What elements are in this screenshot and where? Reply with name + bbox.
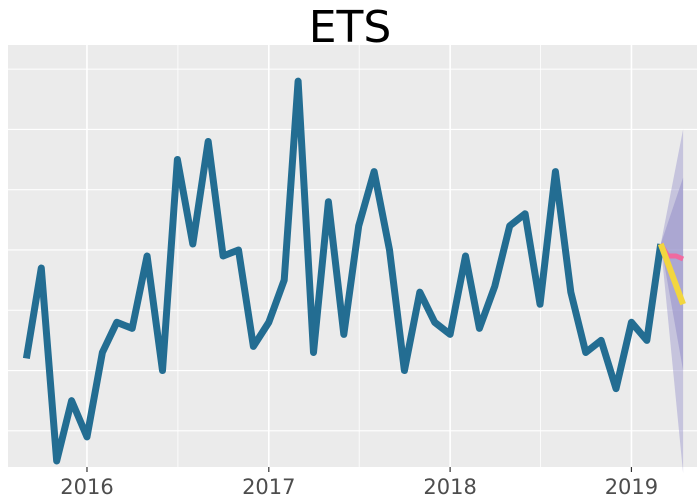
x-tick-label: 2017 — [242, 475, 295, 499]
series-line-forecast-mean — [657, 242, 686, 306]
chart-title: ETS — [308, 2, 392, 53]
x-tick-label: 2018 — [423, 475, 476, 499]
series-lines — [22, 77, 686, 465]
x-tick-label: 2019 — [605, 475, 658, 499]
x-tick-label: 2016 — [60, 475, 113, 499]
x-axis-ticks: 2016 2017 2018 2019 — [60, 467, 658, 499]
series-line-history — [22, 77, 665, 465]
